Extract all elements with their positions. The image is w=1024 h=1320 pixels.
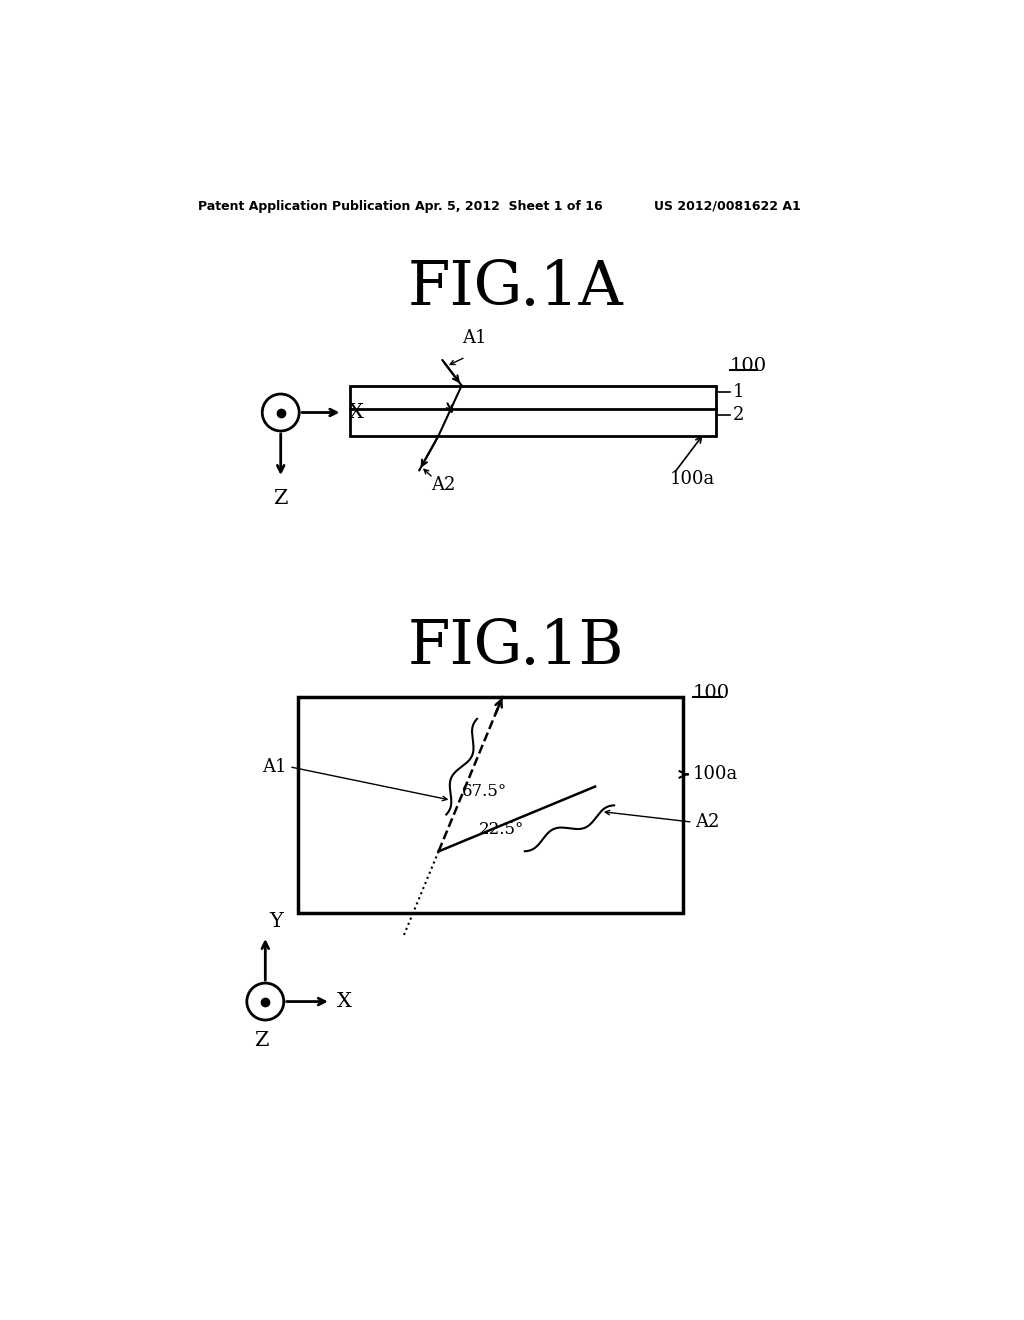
- Text: US 2012/0081622 A1: US 2012/0081622 A1: [654, 199, 801, 213]
- Bar: [298, 697, 683, 913]
- Text: 100a: 100a: [670, 470, 715, 488]
- Text: FIG.1B: FIG.1B: [408, 616, 624, 677]
- Text: 2: 2: [733, 405, 744, 424]
- Text: 100: 100: [730, 358, 767, 375]
- Text: A1: A1: [462, 329, 486, 347]
- Text: Patent Application Publication: Patent Application Publication: [199, 199, 411, 213]
- Text: FIG.1A: FIG.1A: [408, 259, 624, 318]
- Text: 22.5°: 22.5°: [478, 821, 524, 838]
- Text: Z: Z: [273, 490, 288, 508]
- Text: 100: 100: [692, 684, 730, 702]
- Text: X: X: [348, 403, 364, 422]
- Text: 67.5°: 67.5°: [462, 783, 507, 800]
- Text: Z: Z: [254, 1031, 268, 1049]
- Text: X: X: [337, 993, 352, 1011]
- Text: Apr. 5, 2012  Sheet 1 of 16: Apr. 5, 2012 Sheet 1 of 16: [416, 199, 603, 213]
- Text: A2: A2: [695, 813, 719, 832]
- Text: 1: 1: [733, 383, 744, 401]
- Text: 100a: 100a: [692, 766, 738, 783]
- Bar: [350, 385, 716, 436]
- Text: A1: A1: [262, 758, 287, 776]
- Text: Y: Y: [269, 912, 283, 931]
- Text: A2: A2: [431, 475, 456, 494]
